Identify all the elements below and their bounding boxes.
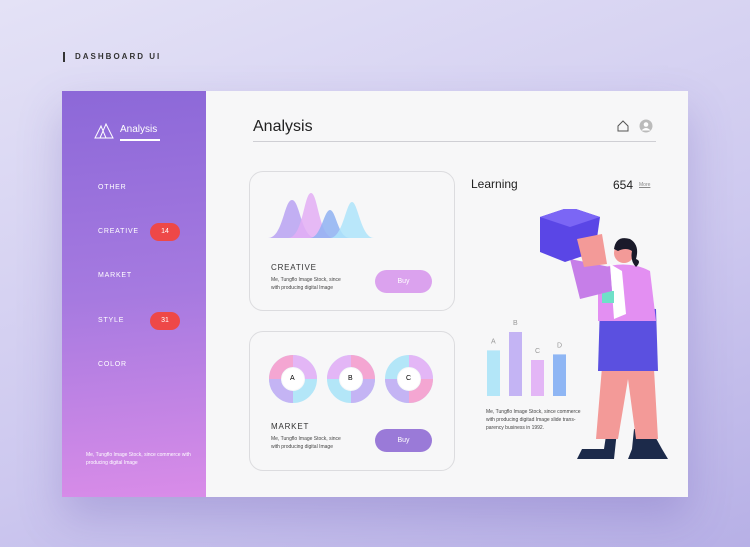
sidebar-item-color[interactable]: COLOR xyxy=(98,361,127,368)
bar-c xyxy=(531,360,544,396)
donut-c xyxy=(385,355,433,403)
logo[interactable]: Analysis xyxy=(94,120,160,141)
sidebar-note: Me, Tungflo Image Stock, since commerce … xyxy=(86,452,191,466)
woman-holding-cube-illustration xyxy=(540,209,668,459)
donut-a xyxy=(269,355,317,403)
learning-title: Learning xyxy=(471,177,518,191)
market-title: MARKET xyxy=(271,422,310,431)
market-note: Me, Tungflo Image Stock, since with prod… xyxy=(271,436,341,450)
logo-text: Analysis xyxy=(120,124,160,141)
title-divider xyxy=(253,141,656,142)
donut-b xyxy=(327,355,375,403)
wave-4 xyxy=(330,202,374,238)
bar-a xyxy=(487,350,500,396)
sidebar-item-style[interactable]: STYLE xyxy=(98,317,125,324)
donut-label-b: B xyxy=(348,375,353,382)
page-title: Analysis xyxy=(253,118,313,135)
learning-note: Me, Tungflo Image Stock, since commerce … xyxy=(486,409,581,431)
creative-panel: CREATIVE Me, Tungflo Image Stock, since … xyxy=(249,171,455,311)
learning-bar-chart: A B C D xyxy=(487,320,566,396)
learning-count: 654 xyxy=(613,178,634,192)
creative-note: Me, Tungflo Image Stock, since with prod… xyxy=(271,277,341,291)
bar-d xyxy=(553,354,566,396)
donut-label-c: C xyxy=(406,375,412,382)
bar-label-a: A xyxy=(491,338,496,345)
bar-label-d: D xyxy=(557,342,562,349)
mountain-logo-icon xyxy=(94,122,114,138)
donut-label-a: A xyxy=(290,375,295,382)
home-icon[interactable] xyxy=(616,119,630,133)
sidebar-item-creative[interactable]: CREATIVE xyxy=(98,228,139,235)
creative-badge: 14 xyxy=(150,223,180,241)
bar-label-b: B xyxy=(513,320,518,327)
style-badge: 31 xyxy=(150,312,180,330)
sidebar-item-market[interactable]: MARKET xyxy=(98,272,132,279)
bar-label-c: C xyxy=(535,348,540,355)
donut-charts xyxy=(269,355,433,403)
sidebar: Analysis OTHER CREATIVE 14 MARKET STYLE … xyxy=(62,91,206,497)
market-panel: A B C MARKET Me, Tungflo Image Stock, si… xyxy=(249,331,455,471)
sidebar-item-other[interactable]: OTHER xyxy=(98,184,127,191)
more-link[interactable]: More xyxy=(639,182,651,188)
creative-title: CREATIVE xyxy=(271,263,317,272)
creative-buy-button[interactable]: Buy xyxy=(375,270,432,293)
wave-chart xyxy=(268,193,374,238)
user-icon[interactable] xyxy=(639,119,653,133)
bar-b xyxy=(509,332,522,396)
brand-label: DASHBOARD UI xyxy=(63,52,161,62)
dashboard-card: Analysis OTHER CREATIVE 14 MARKET STYLE … xyxy=(62,91,688,497)
market-buy-button[interactable]: Buy xyxy=(375,429,432,452)
